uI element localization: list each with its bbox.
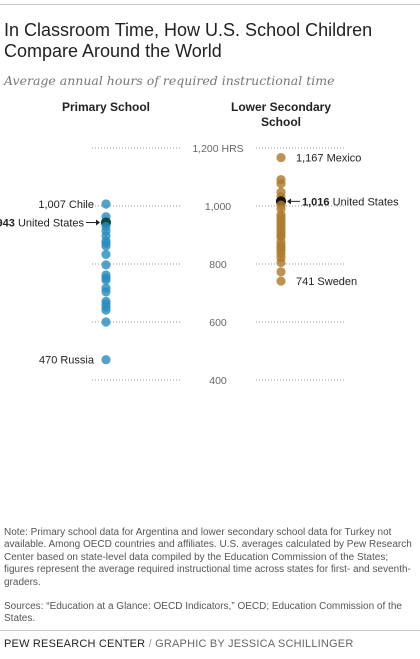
dot-plot-chart: 400 600 800 1,000 1,200 HRS Primary School Low… xyxy=(0,100,399,387)
point-annotation: 1,007 Chile xyxy=(38,199,94,211)
data-point xyxy=(276,257,286,268)
point-annotation: 1,167 Mexico xyxy=(296,153,361,165)
data-point xyxy=(101,199,111,209)
point-annotation: 470 Russia xyxy=(39,355,95,367)
y-tick-label: 1,200 HRS xyxy=(192,143,243,155)
chart-subtitle: Average annual hours of required instruc… xyxy=(4,73,335,88)
footer-rule xyxy=(0,630,420,631)
chart-note: Note: Primary school data for Argentina … xyxy=(4,527,412,588)
data-point xyxy=(276,179,286,189)
data-point xyxy=(101,275,111,285)
data-point xyxy=(101,249,111,260)
chart-title: In Classroom Time, How U.S. School Child… xyxy=(4,20,373,61)
series-name-primary: Primary School xyxy=(62,100,150,114)
series-name-secondary: Lower Secondary School xyxy=(231,100,331,129)
data-point xyxy=(101,287,111,297)
data-point xyxy=(276,267,286,277)
point-annotation: 741 Sweden xyxy=(296,276,357,288)
highlight-label-secondary: 1,016 United States xyxy=(302,196,399,208)
top-rule xyxy=(0,4,420,5)
chart-sources: Sources: “Education at a Glance: OECD In… xyxy=(4,601,402,625)
highlight-arrow-head xyxy=(96,219,100,226)
data-point xyxy=(276,276,286,286)
credit-org: PEW RESEARCH CENTER xyxy=(4,638,146,650)
data-point xyxy=(101,355,111,365)
y-tick-label: 1,000 xyxy=(205,201,231,213)
y-tick-label: 800 xyxy=(209,259,227,271)
highlight-label-primary: 943 United States xyxy=(0,218,85,230)
data-point xyxy=(276,152,286,163)
data-point xyxy=(101,241,111,251)
data-point xyxy=(101,305,111,315)
data-point xyxy=(101,317,111,327)
credit-separator: / xyxy=(148,638,152,650)
y-tick-label: 400 xyxy=(209,375,227,387)
credit-line: PEW RESEARCH CENTER / GRAPHIC BY JESSICA… xyxy=(4,638,416,650)
y-tick-label: 600 xyxy=(209,317,227,329)
data-point xyxy=(101,260,111,270)
highlight-arrow-head xyxy=(287,198,291,205)
credit-byline: GRAPHIC BY JESSICA SCHILLINGER xyxy=(155,638,354,650)
